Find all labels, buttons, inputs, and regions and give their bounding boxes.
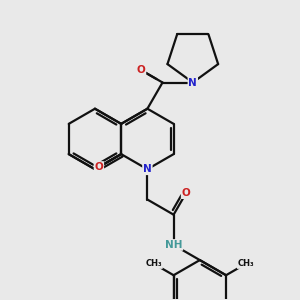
Text: N: N (188, 77, 197, 88)
Text: O: O (137, 65, 146, 75)
Text: CH₃: CH₃ (146, 260, 162, 268)
Text: CH₃: CH₃ (237, 260, 254, 268)
Text: O: O (94, 162, 103, 172)
Text: NH: NH (165, 240, 182, 250)
Text: N: N (143, 164, 152, 174)
Text: O: O (182, 188, 190, 198)
